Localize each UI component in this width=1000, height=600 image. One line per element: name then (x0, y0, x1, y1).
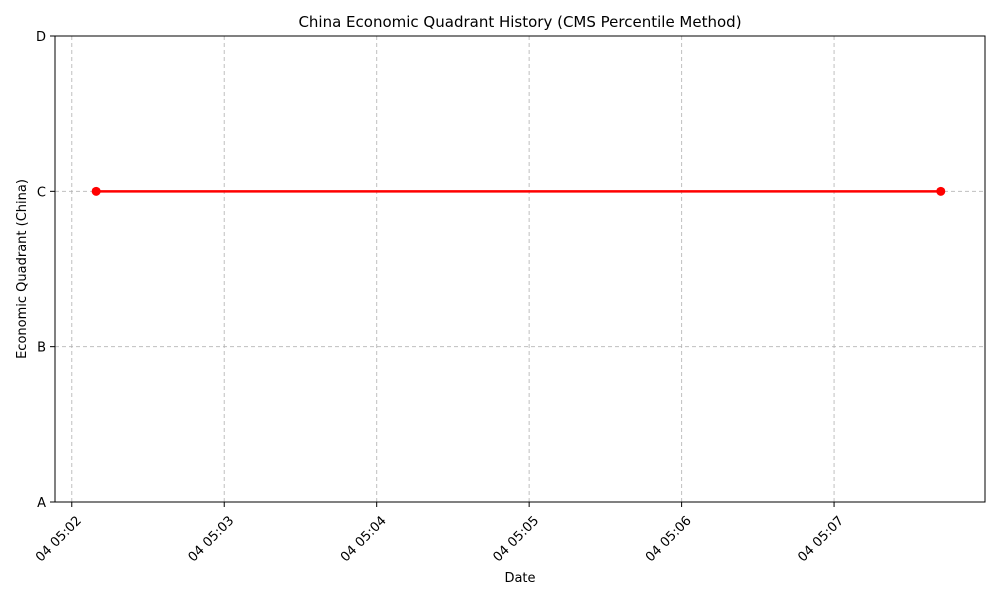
data-point (936, 186, 946, 196)
data-series (91, 186, 946, 196)
x-axis-label: Date (504, 571, 535, 586)
data-point (91, 186, 101, 196)
axes: 04 05:02 04 05:03 04 05:04 04 05:05 04 05:06… (33, 30, 847, 565)
x-tick-label: 04 05:05 (490, 513, 542, 565)
y-tick-label: D (36, 30, 46, 45)
x-tick-label: 04 05:06 (643, 513, 695, 565)
y-tick-label: C (37, 185, 46, 200)
plot-area-frame (54, 35, 986, 503)
x-tick-label: 04 05:03 (186, 513, 238, 565)
x-tick-label: 04 05:04 (338, 513, 390, 565)
x-tick-label: 04 05:02 (33, 513, 85, 565)
x-tick-label: 04 05:07 (795, 513, 847, 565)
y-tick-label: B (37, 341, 46, 356)
chart-title: China Economic Quadrant History (CMS Per… (298, 13, 741, 31)
grid-lines (55, 35, 985, 503)
y-axis-label: Economic Quadrant (China) (15, 179, 30, 359)
y-tick-label: A (37, 496, 46, 511)
